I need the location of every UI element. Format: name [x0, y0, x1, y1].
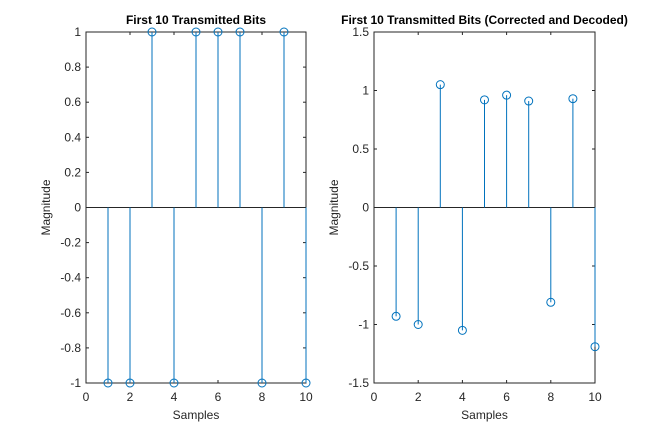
left-stem-marker: [169, 378, 179, 388]
right-xtick-label: 4: [459, 390, 466, 404]
left-xtick-label: 4: [171, 390, 178, 404]
right-xtick-label: 6: [503, 390, 510, 404]
right-ytick-label: 1.5: [352, 25, 369, 39]
left-ytick-label: -0.6: [60, 306, 81, 320]
left-ytick-label: 0.6: [64, 95, 81, 109]
left-ytick-label: 0.8: [64, 60, 81, 74]
right-xtick-label: 8: [547, 390, 554, 404]
left-xtick-label: 8: [259, 390, 266, 404]
right-stem-marker: [480, 95, 489, 105]
right-plot-xlabel: Samples: [461, 408, 508, 422]
left-plot-title: First 10 Transmitted Bits: [126, 13, 266, 27]
left-ytick-label: 0.2: [64, 165, 81, 179]
right-stem-marker: [568, 94, 578, 104]
left-stem-marker: [147, 27, 157, 37]
left-xtick-label: 10: [299, 390, 313, 404]
right-xtick-label: 0: [371, 390, 378, 404]
right-stem-marker: [502, 90, 512, 100]
right-plot-ylabel: Magnitude: [327, 179, 341, 235]
left-stem-marker: [257, 378, 267, 388]
left-stem-marker: [279, 27, 289, 37]
left-ytick-label: -0.4: [60, 271, 81, 285]
right-ytick-label: 0: [362, 201, 369, 215]
right-stem-marker: [391, 311, 401, 321]
left-stem-marker: [191, 27, 201, 37]
right-ytick-label: -1.5: [348, 376, 369, 390]
right-ytick-label: -0.5: [348, 259, 369, 273]
right-stem-marker: [413, 320, 423, 329]
right-ytick-label: 1: [362, 84, 369, 98]
left-ytick-label: -0.8: [60, 341, 81, 355]
right-xtick-label: 2: [415, 390, 422, 404]
left-plot-xlabel: Samples: [173, 408, 220, 422]
left-xtick-label: 0: [83, 390, 90, 404]
left-ytick-label: -0.2: [60, 236, 81, 250]
left-stem-marker: [213, 27, 223, 37]
left-stem-marker: [235, 27, 245, 37]
left-xtick-label: 2: [127, 390, 134, 404]
left-ytick-label: -1: [70, 376, 81, 390]
right-stem-marker: [457, 325, 467, 335]
left-plot-ylabel: Magnitude: [39, 179, 53, 235]
right-ytick-label: -1: [358, 318, 369, 332]
left-plot: 0 2 4 6 8 10 -1 -0.8 -0.6 -0.4 -0.2 0 0.2 0.4 0.6 0.8 1 F…: [39, 13, 313, 422]
right-stem-marker: [435, 80, 445, 90]
right-ytick-label: 0.5: [352, 142, 369, 156]
right-plot-title: First 10 Transmitted Bits (Corrected and…: [341, 13, 628, 27]
left-xtick-label: 6: [215, 390, 222, 404]
right-stem-marker: [524, 96, 534, 106]
left-ytick-label: 0.4: [64, 130, 81, 144]
right-stem-marker: [590, 342, 600, 352]
left-stem-marker: [125, 378, 135, 388]
left-ytick-label: 0: [74, 201, 81, 215]
right-xtick-label: 10: [588, 390, 602, 404]
left-ytick-label: 1: [74, 25, 81, 39]
left-stem-marker: [301, 378, 311, 388]
left-stem-marker: [103, 378, 113, 388]
right-stem-marker: [546, 297, 556, 307]
